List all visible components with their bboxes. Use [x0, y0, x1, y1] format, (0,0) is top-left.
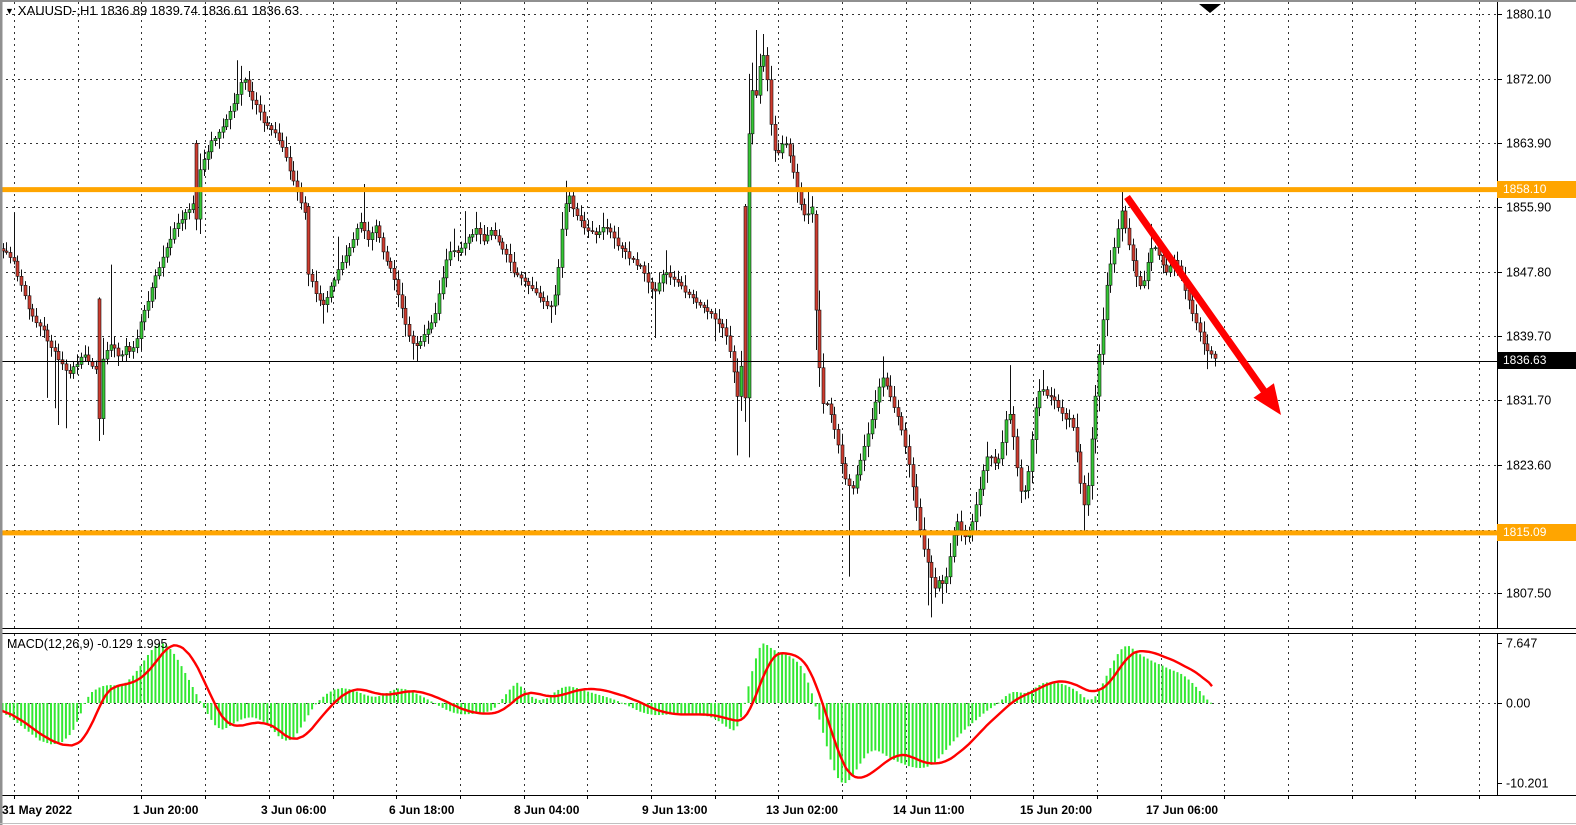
candlesticks	[1, 29, 1218, 618]
time-tick-label: 6 Jun 18:00	[389, 803, 455, 817]
time-tick-label: 15 Jun 20:00	[1020, 803, 1092, 817]
macd-panel	[0, 643, 1497, 783]
last-bar-marker-icon	[1199, 4, 1221, 13]
time-tick-label: 31 May 2022	[2, 803, 72, 817]
macd-signal-line	[0, 644, 1213, 779]
time-tick-label: 9 Jun 13:00	[642, 803, 708, 817]
time-tick-label: 13 Jun 02:00	[766, 803, 838, 817]
macd-tick-label: 0.00	[1506, 697, 1530, 711]
time-axis: 31 May 2022 1 Jun 20:00 3 Jun 06:00 6 Jun 1…	[2, 795, 1480, 817]
price-tick-label: 1823.60	[1506, 459, 1551, 473]
symbol-ohlc-readout: XAUUSD-,H1 1836.89 1839.74 1836.61 1836.…	[17, 3, 300, 18]
current-price-badge: 1836.63	[1497, 352, 1576, 370]
price-levels	[0, 187, 1497, 536]
price-tick-label: 1847.80	[1506, 266, 1551, 280]
symbol-dropdown-icon[interactable]: ▼	[5, 6, 14, 16]
grid	[0, 2, 1497, 795]
down-arrow-annotation	[1124, 194, 1281, 415]
time-tick-label: 8 Jun 04:00	[514, 803, 580, 817]
macd-tick-label: 7.647	[1506, 637, 1537, 651]
macd-histogram	[1, 643, 1213, 783]
price-tick-label: 1855.90	[1506, 201, 1551, 215]
time-tick-label: 3 Jun 06:00	[261, 803, 327, 817]
macd-indicator-label: MACD(12,26,9) -0.129 1.995	[7, 637, 168, 651]
price-tick-label: 1880.10	[1506, 8, 1551, 22]
macd-tick-label: -10.201	[1506, 777, 1548, 791]
chart-title-bar: ▼ XAUUSD-,H1 1836.89 1839.74 1836.61 1836…	[5, 3, 299, 18]
price-tick-label: 1872.00	[1506, 73, 1551, 87]
resistance-level-badge: 1858.10	[1497, 181, 1576, 199]
support-level-badge: 1815.09	[1497, 524, 1576, 542]
price-tick-label: 1807.50	[1506, 587, 1551, 601]
price-tick-label: 1839.70	[1506, 330, 1551, 344]
time-tick-label: 1 Jun 20:00	[133, 803, 199, 817]
time-tick-label: 14 Jun 11:00	[893, 803, 965, 817]
price-tick-label: 1831.70	[1506, 394, 1551, 408]
price-tick-label: 1863.90	[1506, 137, 1551, 151]
time-tick-label: 17 Jun 06:00	[1146, 803, 1218, 817]
